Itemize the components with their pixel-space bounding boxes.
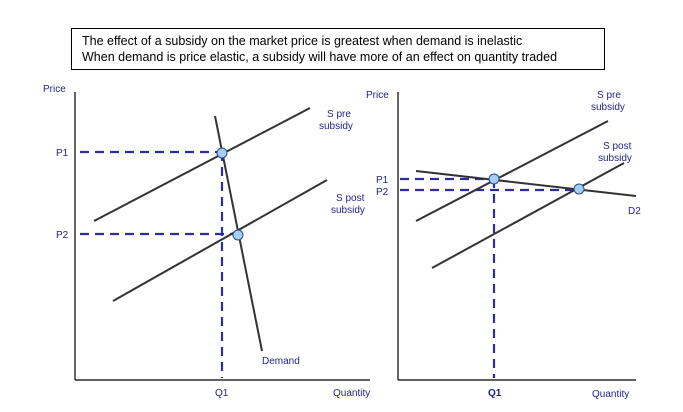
left-supply-post-line <box>112 179 328 302</box>
left-q1-label: Q1 <box>215 388 229 399</box>
left-y-axis-label: Price <box>43 84 66 95</box>
right-supply-pre-label-line2: subsidy <box>591 102 625 113</box>
right-supply-post-label-line2: subsidy <box>598 153 632 164</box>
right-supply-post-line <box>431 162 625 269</box>
right-demand-line <box>415 170 637 197</box>
right-demand-label: D2 <box>628 206 641 217</box>
left-supply-post-label-line1: S post <box>336 193 365 204</box>
left-p2-label: P2 <box>56 230 69 241</box>
right-equilibrium-pre <box>488 173 500 185</box>
left-equilibrium-pre <box>216 147 228 159</box>
right-y-axis-label: Price <box>366 90 389 101</box>
right-supply-pre-label-line1: S pre <box>597 90 621 101</box>
left-supply-pre-line <box>93 107 311 222</box>
caption-line-1: The effect of a subsidy on the market pr… <box>82 34 523 48</box>
right-diagram: Price P1 P2 Q1 Quantity S pre subsidy S … <box>366 90 641 400</box>
right-x-axis-label: Quantity <box>592 389 629 400</box>
caption-line-2: When demand is price elastic, a subsidy … <box>82 50 558 64</box>
left-supply-pre-label-line1: S pre <box>327 109 351 120</box>
right-p2-label: P2 <box>376 187 389 198</box>
right-p1-label: P1 <box>376 175 389 186</box>
left-supply-pre-label-line2: subsidy <box>319 121 353 132</box>
left-equilibrium-post <box>232 229 244 241</box>
left-diagram: Price P1 P2 Q1 Quantity S pre subsidy S … <box>43 84 370 399</box>
left-p1-label: P1 <box>56 148 69 159</box>
caption-box: The effect of a subsidy on the market pr… <box>71 28 605 70</box>
left-x-axis-label: Quantity <box>333 388 370 399</box>
right-equilibrium-post <box>573 183 585 195</box>
right-q1-label: Q1 <box>488 388 502 399</box>
left-supply-post-label-line2: subsidy <box>331 205 365 216</box>
left-demand-label: Demand <box>262 356 300 367</box>
right-supply-pre-line <box>415 120 609 222</box>
right-supply-post-label-line1: S post <box>603 141 632 152</box>
